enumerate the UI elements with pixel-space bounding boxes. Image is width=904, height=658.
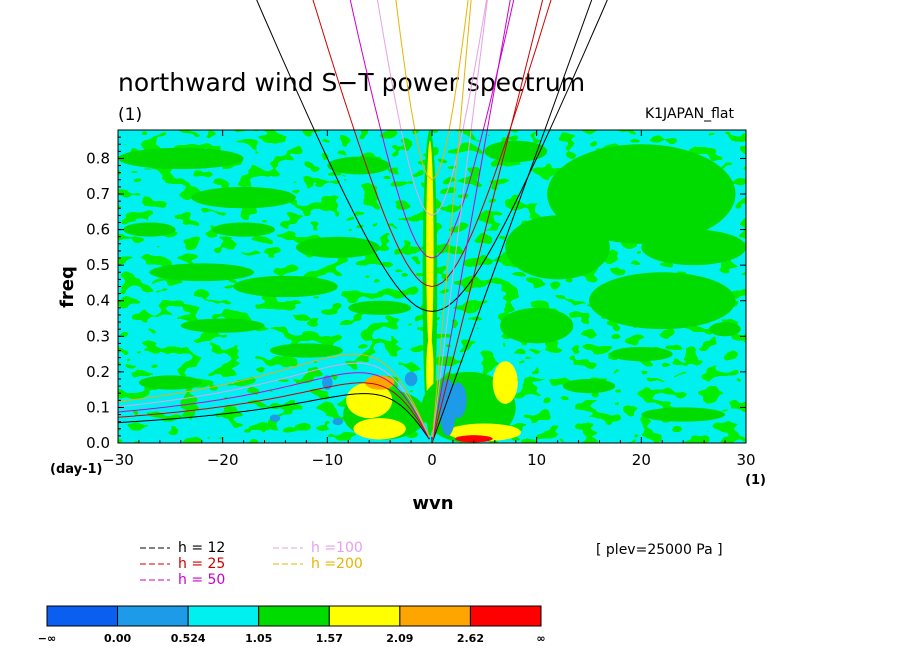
contour-patch [123, 222, 176, 237]
contour-patches [118, 130, 746, 443]
contour-patch [212, 222, 275, 237]
contour-patch [641, 229, 746, 266]
x-tick-label: −20 [207, 451, 239, 469]
dispersion-curves [117, 0, 608, 443]
contour-patch [404, 371, 418, 387]
colorbar: −∞ 0.00 0.524 1.05 1.57 2.09 2.62 ∞ [38, 605, 546, 645]
contour-patch [269, 343, 344, 358]
contour-patch [138, 375, 202, 390]
contour-patch [609, 346, 673, 362]
y-tick-label: 0.0 [86, 434, 110, 452]
contour-patch [149, 263, 255, 282]
contour-patch [426, 140, 434, 355]
rossby-curve-25 [117, 382, 430, 439]
dataset-label: K1JAPAN_flat [645, 106, 735, 122]
colorbar-label: 0.00 [104, 632, 131, 645]
colorbar-label: 1.57 [316, 632, 343, 645]
colorbar-label: 2.09 [386, 632, 413, 645]
contour-patch [348, 300, 412, 315]
rossby-curve-50 [117, 372, 430, 439]
contour-patch [295, 236, 380, 259]
x-tick-label: 10 [527, 451, 546, 469]
kelvin-curve-100 [431, 0, 488, 443]
rossby-curve-12 [117, 393, 430, 440]
gravity-curve-12 [256, 0, 608, 312]
x-tick-label: 20 [632, 451, 651, 469]
contour-patch [233, 275, 338, 298]
gravity-curve-100 [376, 0, 488, 216]
y-tick-label: 0.3 [86, 327, 110, 345]
colorbar-swatch [469, 605, 542, 627]
gravity-curve-50 [349, 0, 515, 259]
x-tick-label: 0 [427, 451, 437, 469]
kelvin-curve-12 [431, 0, 593, 443]
colorbar-swatch [399, 605, 471, 627]
x-tick-label: 30 [736, 451, 755, 469]
x-tick-label: −30 [102, 451, 134, 469]
contour-patch [332, 418, 344, 426]
y-tick-label: 0.7 [86, 185, 110, 203]
y-tick-label: 0.6 [86, 221, 110, 239]
contour-patch [180, 318, 265, 333]
contour-patch [492, 361, 518, 404]
y-tick-label: 0.5 [86, 256, 110, 274]
y-axis-label: freq [57, 266, 78, 308]
axis-ticks: −30 −20 −10 0 10 20 30 0.0 0.1 0.2 0.3 0.4 0.5 0.6 0.7… [86, 130, 756, 469]
rossby-curve-100 [117, 362, 430, 438]
colorbar-label: 0.524 [171, 632, 206, 645]
colorbar-swatch [258, 605, 330, 627]
colorbar-swatch [46, 605, 119, 627]
colorbar-swatch [328, 605, 401, 627]
gravity-curve-25 [312, 0, 552, 288]
chart-subtitle: (1) [118, 105, 142, 125]
colorbar-label: ∞ [536, 632, 545, 645]
contour-patch [500, 307, 574, 344]
contour-patch [641, 407, 726, 422]
y-tick-label: 0.4 [86, 292, 110, 310]
level-label: [ plev=25000 Pa ] [596, 542, 723, 558]
contour-patch [327, 156, 391, 175]
contour-patch [346, 382, 393, 419]
rossby-curve-200 [117, 353, 430, 438]
x-axis-label: wvn [412, 493, 453, 514]
contour-patch [709, 322, 741, 337]
x-unit-label: (1) [745, 473, 766, 488]
y-tick-label: 0.1 [86, 398, 110, 416]
colorbar-swatch [117, 605, 189, 627]
legend-entry-h100: h =100 [311, 540, 363, 556]
legend-entry-h200: h =200 [311, 556, 363, 572]
contour-patch [353, 418, 406, 440]
contour-patch [547, 144, 736, 244]
y-unit-label: (day-1) [50, 462, 102, 477]
colorbar-label: 2.62 [457, 632, 484, 645]
contour-patch [322, 375, 333, 390]
kelvin-curve-25 [431, 0, 544, 443]
contour-patch [484, 140, 548, 163]
legend-entry-h50: h = 50 [178, 572, 225, 588]
colorbar-label: −∞ [38, 632, 56, 645]
contour-patch [191, 186, 296, 209]
legend-entry-h12: h = 12 [178, 540, 225, 556]
chart-title: northward wind S−T power spectrum [118, 68, 585, 97]
contour-patch [269, 414, 281, 422]
kelvin-curve-50 [431, 0, 511, 443]
contour-patch [562, 378, 616, 394]
legend-entry-h25: h = 25 [178, 556, 225, 572]
colorbar-label: 1.05 [245, 632, 272, 645]
colorbar-swatch [187, 605, 260, 627]
contour-patch [505, 215, 610, 280]
contour-patch [455, 435, 493, 443]
x-tick-label: −10 [312, 451, 344, 469]
contour-patch [365, 375, 395, 390]
contour-patch [449, 382, 467, 419]
y-tick-label: 0.8 [86, 149, 110, 167]
y-tick-label: 0.2 [86, 363, 110, 381]
contour-patch [589, 272, 736, 330]
contour-patch [118, 147, 244, 170]
gravity-curve-200 [395, 0, 469, 181]
